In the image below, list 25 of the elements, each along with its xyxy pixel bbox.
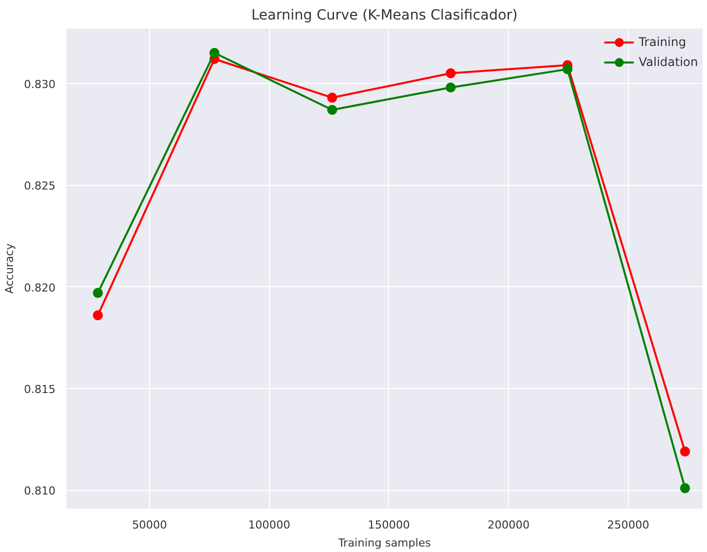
- point: [92, 310, 103, 320]
- y-tick-label: 0.825: [24, 180, 56, 193]
- point: [446, 68, 456, 78]
- point: [680, 483, 690, 494]
- legend-label: Training: [638, 35, 686, 49]
- x-tick-label: 100000: [248, 518, 290, 532]
- y-tick-label: 0.815: [24, 383, 56, 396]
- point: [446, 82, 456, 92]
- point: [680, 446, 690, 457]
- legend-label: Validation: [638, 55, 698, 69]
- x-tick-label: 200000: [488, 518, 530, 532]
- x-tick-label: 150000: [368, 518, 410, 532]
- point: [562, 64, 572, 74]
- point: [327, 92, 338, 103]
- point: [209, 48, 220, 58]
- y-axis-title: Accuracy: [3, 242, 16, 294]
- y-tick-label: 0.820: [24, 281, 56, 294]
- point: [327, 104, 338, 115]
- y-tick-label: 0.810: [24, 484, 56, 498]
- x-tick-label: 250000: [607, 518, 650, 532]
- chart-title: Learning Curve (K-Means Clasificador): [251, 8, 518, 24]
- x-axis-title: Training samples: [337, 536, 432, 550]
- y-tick-label: 0.830: [24, 78, 56, 91]
- x-tick-label: 50000: [132, 518, 168, 532]
- point: [92, 288, 103, 298]
